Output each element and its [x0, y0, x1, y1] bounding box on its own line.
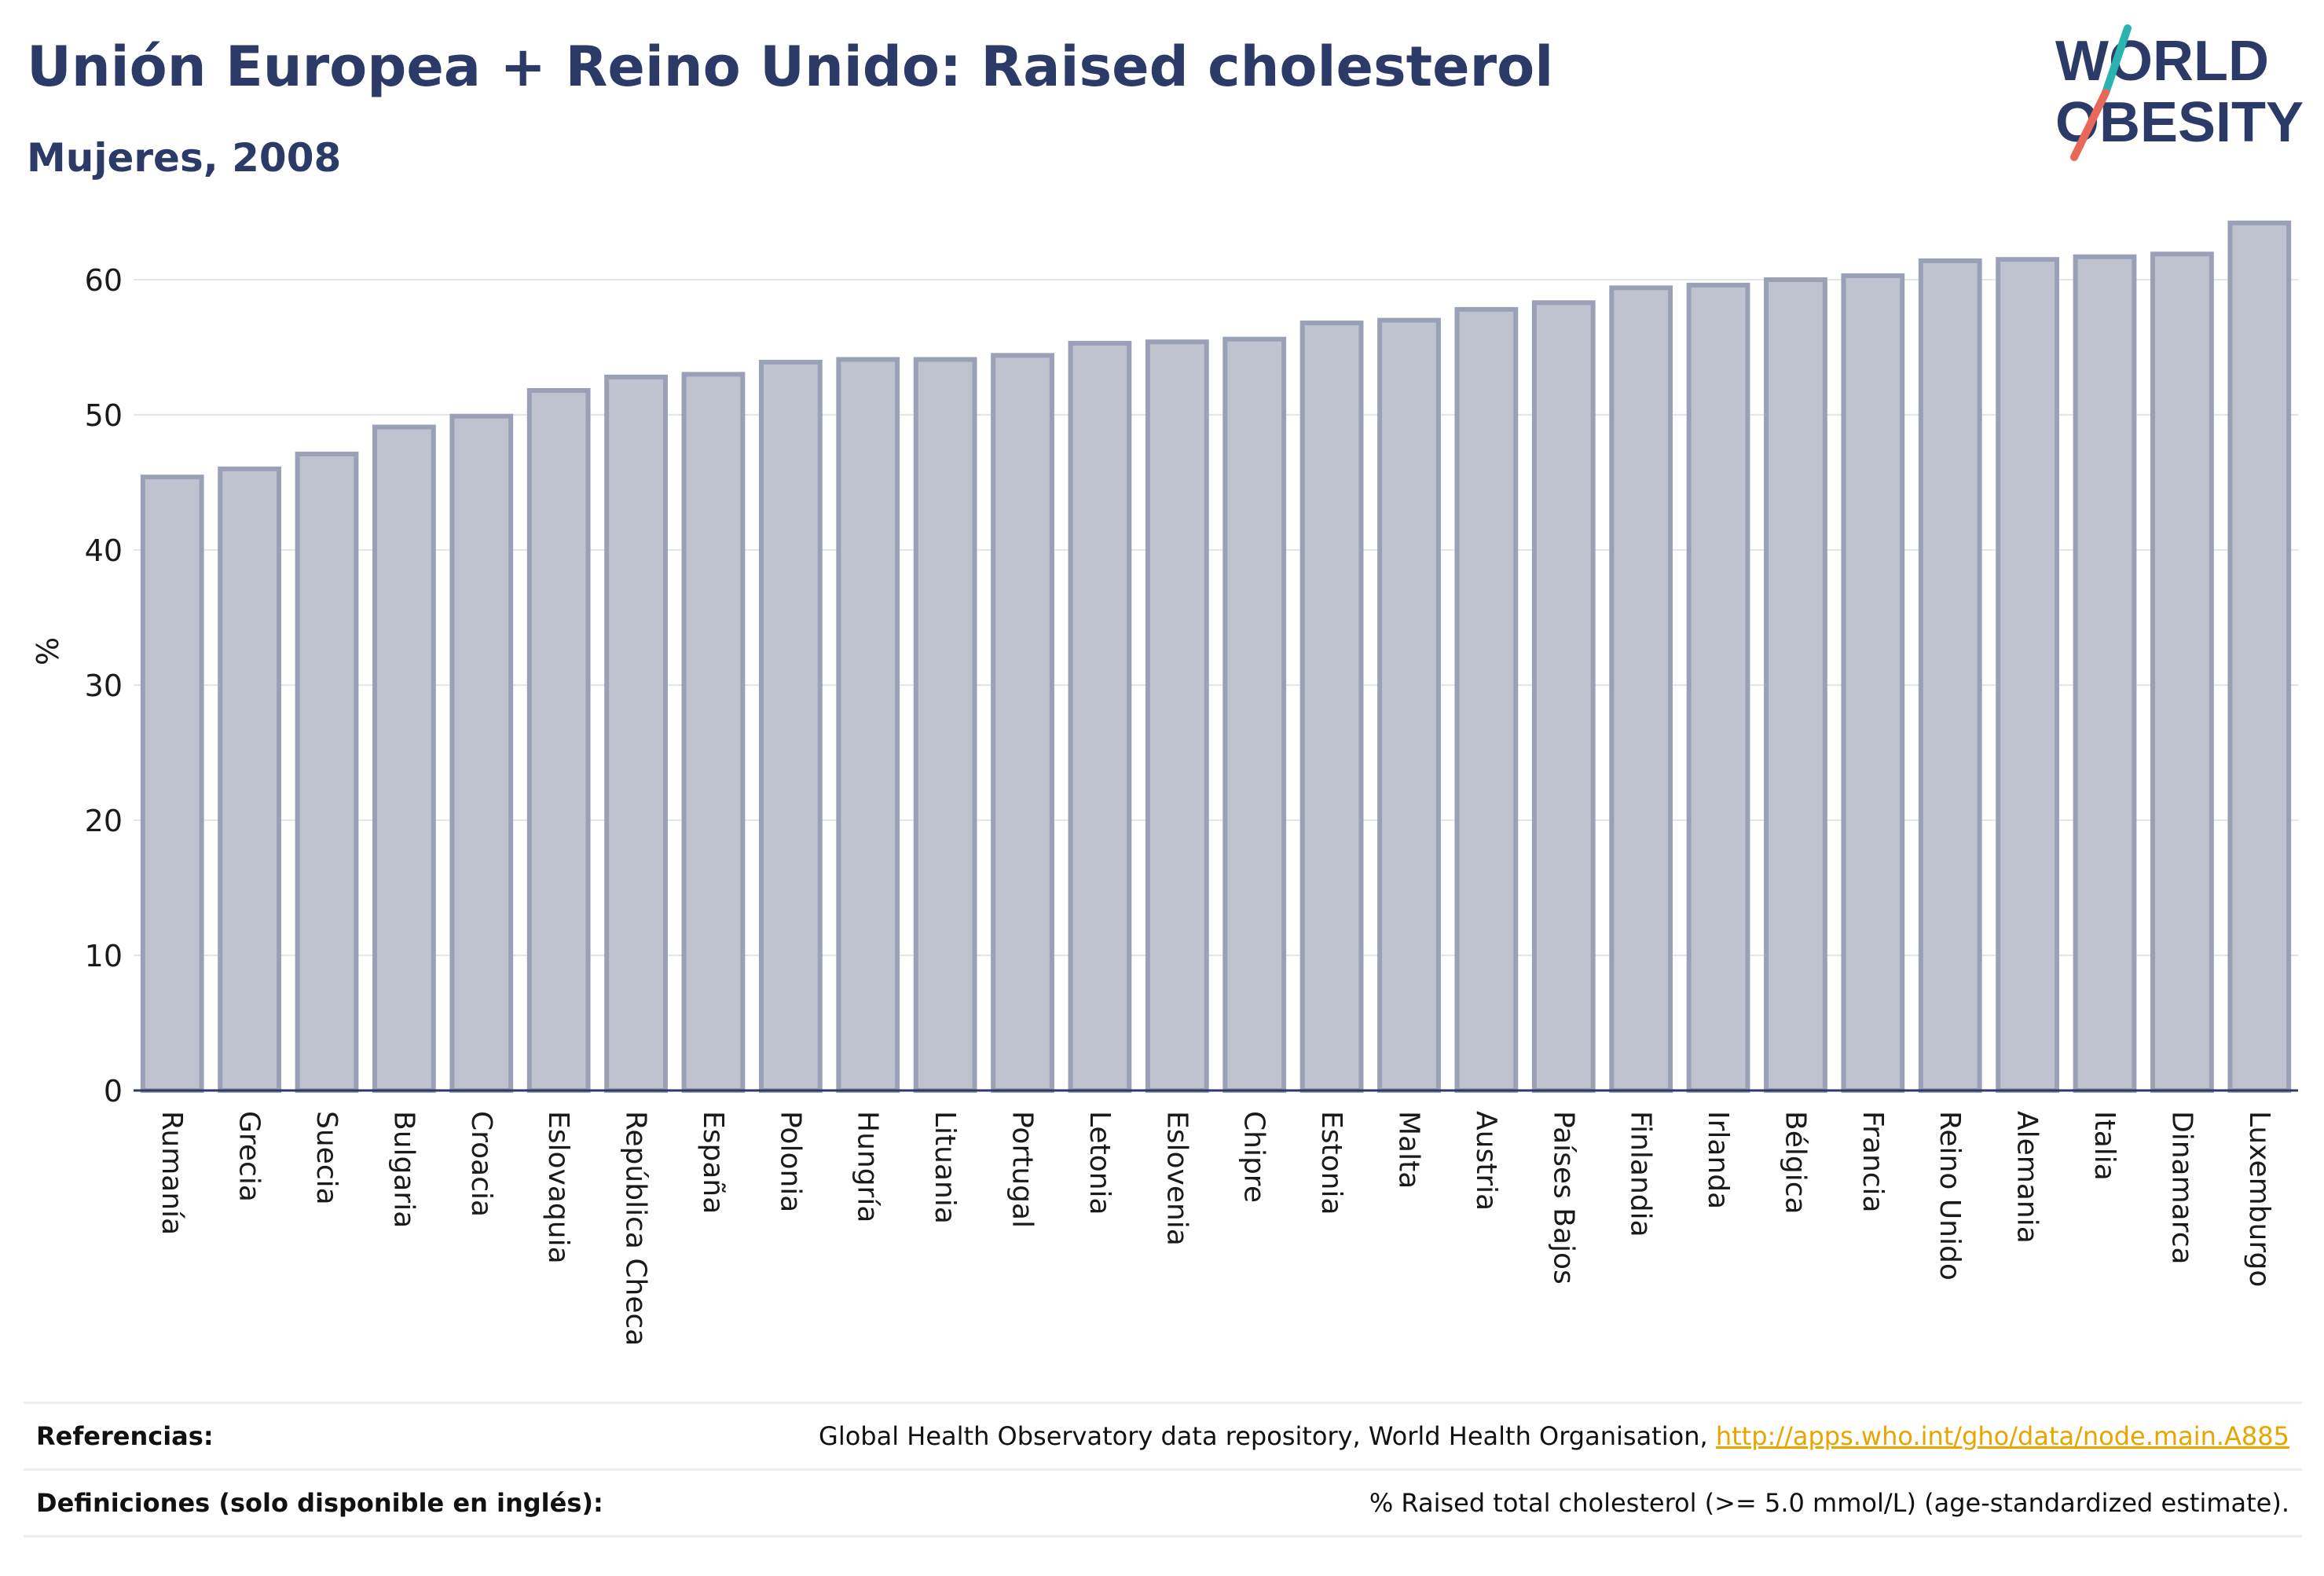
bar [2150, 251, 2214, 1094]
x-tick-label: España [697, 1111, 729, 1214]
definitions-text: % Raised total cholesterol (>= 5.0 mmol/… [1369, 1488, 2289, 1518]
bar [681, 372, 746, 1093]
references-value: Global Health Observatory data repositor… [819, 1421, 2302, 1451]
bar [604, 374, 668, 1093]
bar [218, 466, 281, 1093]
world-obesity-logo: WORLD OBESITY [2055, 24, 2304, 161]
bar [836, 357, 900, 1094]
y-tick-label: 40 [85, 533, 123, 568]
x-tick-label: Finlandia [1625, 1111, 1657, 1237]
x-tick-label: Letonia [1083, 1111, 1116, 1215]
bar [2073, 254, 2137, 1093]
x-tick-label: Malta [1392, 1111, 1424, 1189]
x-tick-label: Austria [1470, 1111, 1502, 1211]
x-tick-label: Bélgica [1779, 1111, 1811, 1215]
logo-text-obesity: OBESITY [2055, 91, 2304, 154]
x-tick-label: Suecia [310, 1111, 343, 1205]
x-tick-label: Eslovenia [1160, 1111, 1193, 1246]
y-tick-label: 60 [85, 263, 123, 298]
bar [758, 359, 823, 1094]
y-tick-label: 20 [85, 804, 123, 838]
bar [1996, 257, 2060, 1094]
x-tick-label: Bulgaria [387, 1111, 420, 1228]
page-title: Unión Europea + Reino Unido: Raised chol… [27, 35, 1554, 99]
bar [140, 475, 204, 1093]
x-tick-label: Rumanía [156, 1111, 188, 1235]
x-tick-label: Chipre [1238, 1111, 1270, 1203]
bar [1068, 340, 1132, 1093]
x-tick-label: Países Bajos [1547, 1111, 1579, 1285]
bar [295, 451, 359, 1093]
logo-slash-teal [2102, 24, 2132, 97]
bar [449, 413, 514, 1093]
x-tick-label: Polonia [774, 1111, 806, 1212]
y-tick-label: 30 [85, 669, 123, 703]
references-link[interactable]: http://apps.who.int/gho/data/node.main.A… [1715, 1421, 2289, 1451]
y-axis-label: % [31, 637, 65, 665]
bar [913, 357, 977, 1094]
bar [1145, 339, 1209, 1093]
x-tick-label: Grecia [233, 1111, 266, 1202]
bar-chart: 0 10 20 30 40 50 60% Rumanía Grecia Suecia Bulgari… [31, 220, 2298, 1346]
bar [1841, 273, 1905, 1094]
x-tick-label: Dinamarca [2165, 1111, 2198, 1265]
bar [1764, 277, 1827, 1093]
x-tick-label: Estonia [1315, 1111, 1347, 1215]
y-tick-label: 0 [104, 1074, 123, 1109]
x-tick-label: Eslovaquia [542, 1111, 574, 1264]
bar [1454, 306, 1519, 1093]
bar [1686, 282, 1750, 1093]
bar [1222, 336, 1287, 1093]
bar [1299, 321, 1364, 1094]
y-tick-label: 50 [85, 398, 123, 433]
logo-slash-coral [2070, 89, 2110, 161]
x-tick-label: República Checa [620, 1111, 652, 1346]
chart-footer: Referencias: Global Health Observatory d… [24, 1402, 2302, 1538]
x-tick-label: Portugal [1006, 1111, 1039, 1228]
references-row: Referencias: Global Health Observatory d… [24, 1402, 2302, 1468]
bar [2227, 220, 2292, 1093]
x-tick-label: Hungría [852, 1111, 884, 1222]
bar [1531, 300, 1596, 1093]
x-tick-label: Luxemburgo [2243, 1111, 2275, 1287]
y-tick-label: 10 [85, 939, 123, 973]
page-subtitle: Mujeres, 2008 [27, 135, 342, 181]
bar [372, 424, 436, 1093]
definitions-label: Definiciones (solo disponible en inglés)… [36, 1488, 603, 1518]
bar [991, 353, 1054, 1093]
x-tick-label: Irlanda [1702, 1111, 1734, 1209]
bar [1918, 258, 1982, 1093]
definitions-row: Definiciones (solo disponible en inglés)… [24, 1468, 2302, 1538]
x-tick-label: Croacia [465, 1111, 497, 1217]
bar [526, 388, 591, 1094]
bar [1609, 285, 1673, 1093]
x-tick-label: Italia [2088, 1111, 2121, 1181]
logo-text-world: WORLD [2055, 30, 2269, 93]
x-tick-label: Alemania [2011, 1111, 2044, 1244]
x-tick-label: Francia [1857, 1111, 1889, 1213]
references-text: Global Health Observatory data repositor… [819, 1421, 1716, 1451]
x-tick-label: Lituania [929, 1111, 961, 1224]
references-label: Referencias: [36, 1421, 214, 1451]
bar [1377, 317, 1441, 1094]
x-tick-label: Reino Unido [1934, 1111, 1966, 1281]
